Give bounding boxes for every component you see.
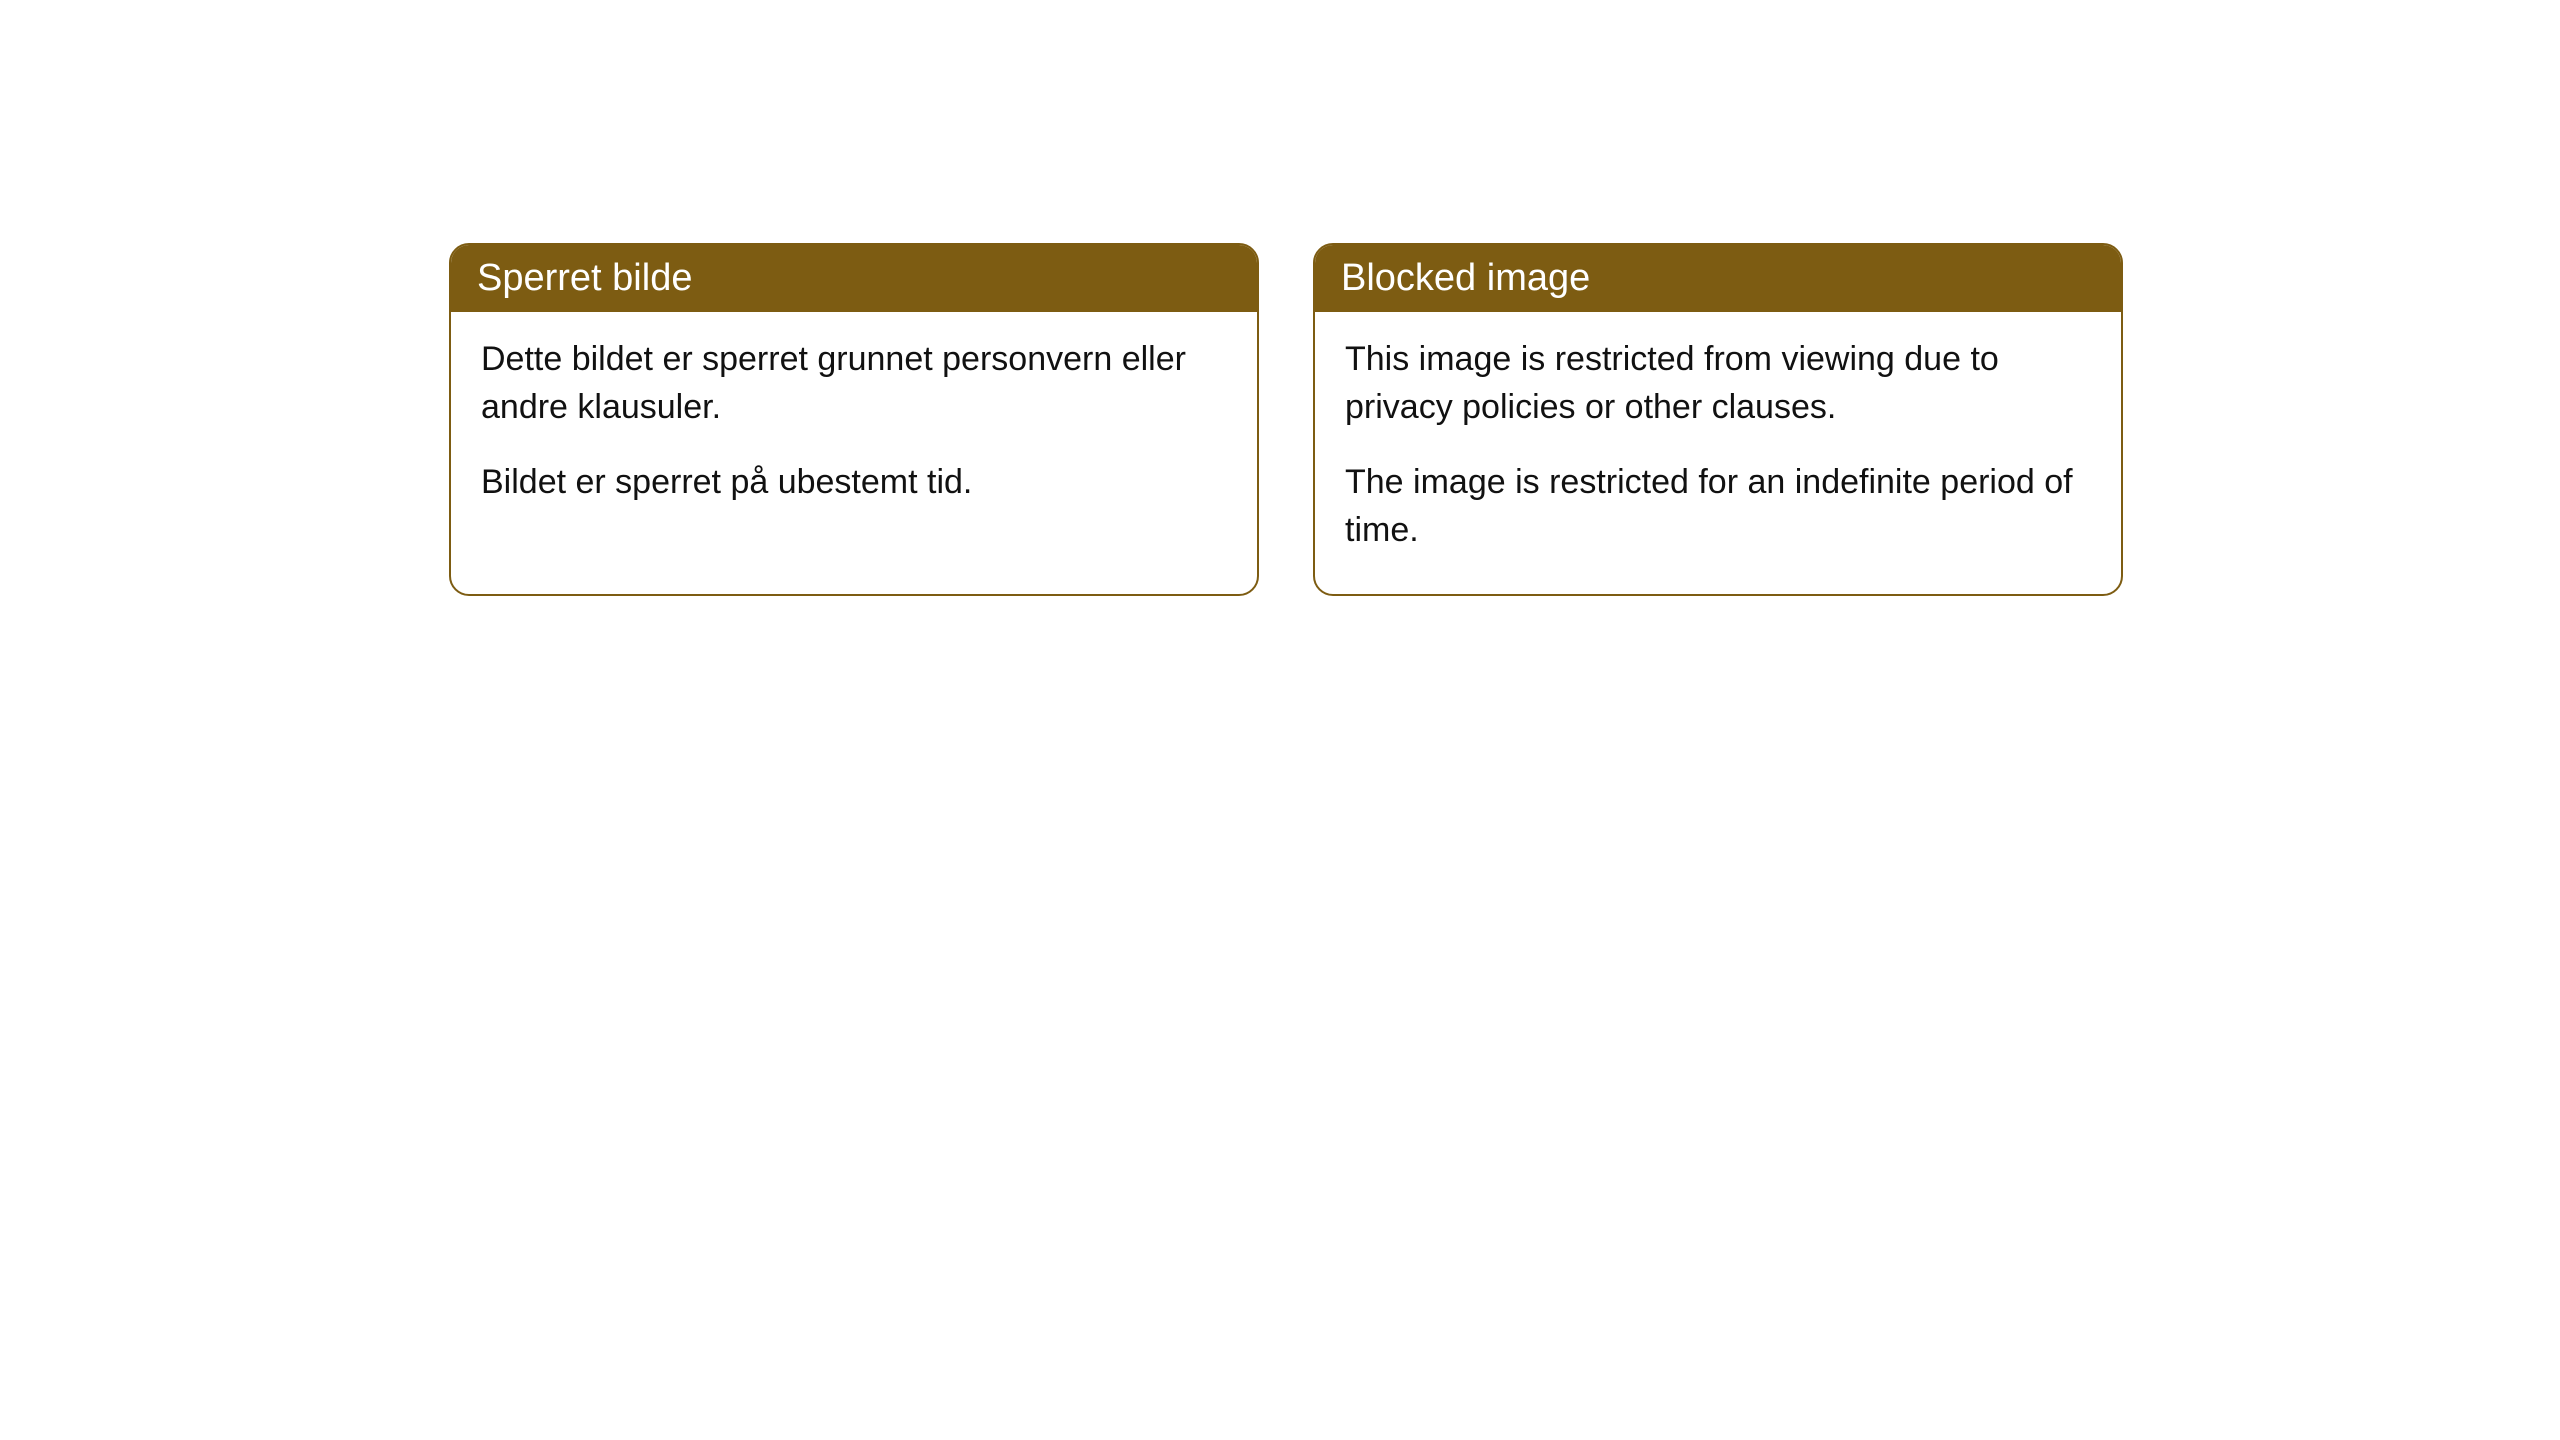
notice-card-english: Blocked image This image is restricted f… xyxy=(1313,243,2123,596)
notice-cards-container: Sperret bilde Dette bildet er sperret gr… xyxy=(449,243,2123,596)
card-title: Blocked image xyxy=(1341,257,1590,299)
card-header-norwegian: Sperret bilde xyxy=(451,245,1257,312)
card-paragraph-2: The image is restricted for an indefinit… xyxy=(1345,459,2091,554)
card-paragraph-1: Dette bildet er sperret grunnet personve… xyxy=(481,336,1227,431)
card-paragraph-2: Bildet er sperret på ubestemt tid. xyxy=(481,459,1227,507)
card-body-english: This image is restricted from viewing du… xyxy=(1315,312,2121,594)
notice-card-norwegian: Sperret bilde Dette bildet er sperret gr… xyxy=(449,243,1259,596)
card-paragraph-1: This image is restricted from viewing du… xyxy=(1345,336,2091,431)
card-header-english: Blocked image xyxy=(1315,245,2121,312)
card-title: Sperret bilde xyxy=(477,257,692,299)
card-body-norwegian: Dette bildet er sperret grunnet personve… xyxy=(451,312,1257,547)
